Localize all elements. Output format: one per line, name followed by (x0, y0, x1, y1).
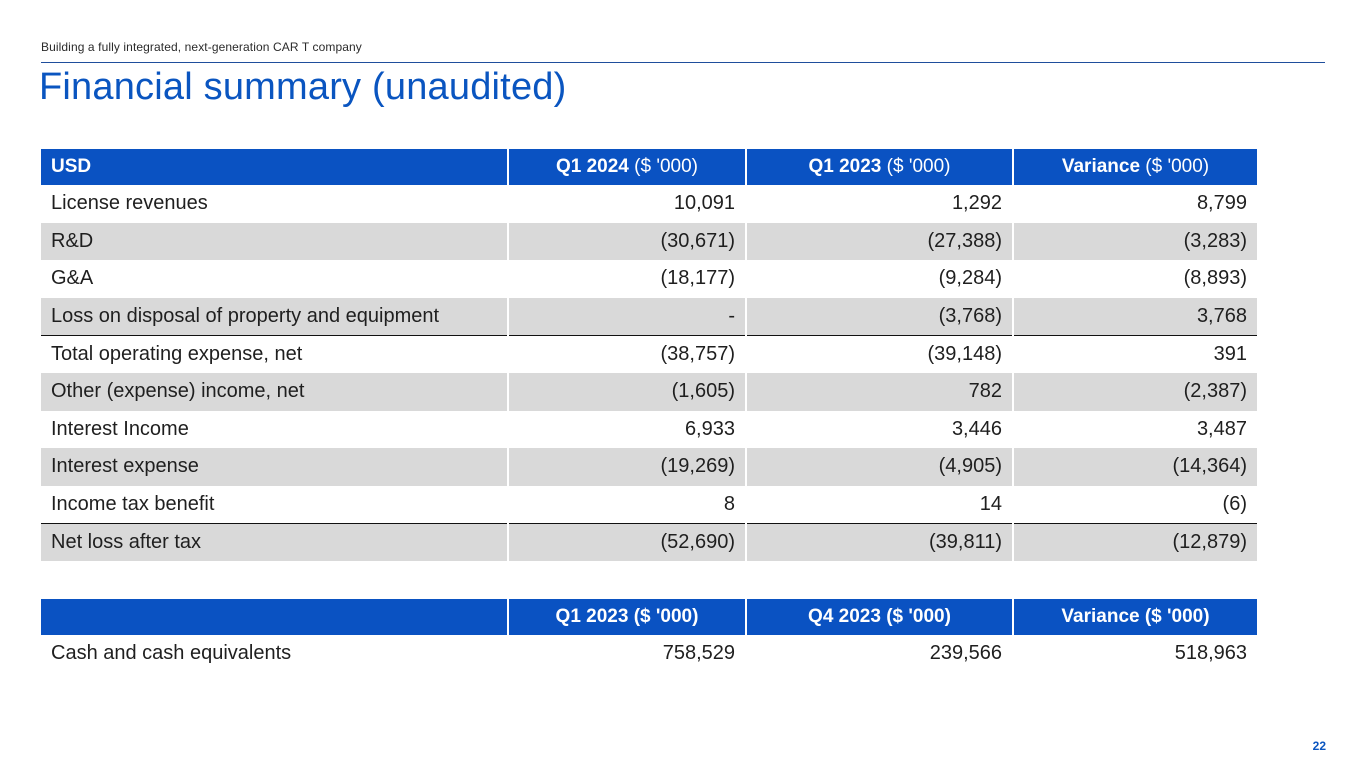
row-label: Other (expense) income, net (41, 372, 508, 411)
cell-q1-2024: (18,177) (507, 260, 746, 298)
column-header-variance: Variance ($ '000) (1012, 599, 1257, 635)
row-label: Income tax benefit (51, 492, 215, 515)
cell-q1-2024: 6,933 (507, 410, 746, 449)
table-row-interest-expense: Interest expense (19,269) (4,905) (14,36… (41, 448, 1257, 486)
table-row-net-loss: Net loss after tax (52,690) (39,811) (12… (41, 522, 1257, 561)
column-header-label: Q1 2023 (808, 156, 882, 177)
row-label: Cash and cash equivalents (51, 642, 292, 665)
cash-summary-table: Q1 2023 ($ '000) Q4 2023 ($ '000) Varian… (41, 599, 1257, 673)
row-label: License revenues (51, 192, 208, 215)
row-label: R&D (41, 222, 508, 261)
table-row-interest-income: Interest Income 6,933 3,446 3,487 (41, 410, 1257, 449)
table-row-rd: R&D (30,671) (27,388) (3,283) (41, 222, 1257, 261)
page-title: Financial summary (unaudited) (39, 66, 567, 108)
cell-variance: (3,283) (1012, 222, 1257, 261)
row-label: Net loss after tax (41, 522, 508, 561)
cell-q1-2023: (39,148) (745, 334, 1013, 373)
page-number: 22 (1312, 739, 1326, 753)
cell-q1-2023: (4,905) (745, 448, 1013, 486)
table-row-license-revenues: License revenues 10,091 1,292 8,799 (41, 185, 1257, 223)
column-header-q4-2023: Q4 2023 ($ '000) (745, 599, 1013, 635)
cell-q1-2023: (9,284) (745, 260, 1013, 298)
cell-variance: (8,893) (1012, 260, 1257, 298)
table-row-total-operating-expense: Total operating expense, net (38,757) (3… (41, 334, 1257, 373)
cell-q1-2024: (1,605) (507, 372, 746, 411)
cell-q1-2023: (27,388) (745, 222, 1013, 261)
cell-variance: (14,364) (1012, 448, 1257, 486)
cell-variance: 391 (1012, 334, 1257, 373)
cell-q4-2023: 239,566 (745, 635, 1013, 673)
cell-q1-2023: 782 (745, 372, 1013, 411)
table-row-income-tax-benefit: Income tax benefit 8 14 (6) (41, 485, 1257, 524)
cell-q1-2024: (30,671) (507, 222, 746, 261)
cell-q1-2023: 758,529 (507, 635, 746, 673)
cell-variance: 518,963 (1012, 635, 1257, 673)
row-label: Interest Income (51, 417, 189, 440)
table-header-row: Q1 2023 ($ '000) Q4 2023 ($ '000) Varian… (41, 599, 1257, 635)
column-header-usd: USD (41, 149, 508, 185)
table-row-ga: G&A (18,177) (9,284) (8,893) (41, 260, 1257, 298)
row-label: Loss on disposal of property and equipme… (41, 297, 508, 336)
cell-q1-2024: 10,091 (507, 185, 746, 223)
cell-q1-2023: (39,811) (745, 522, 1013, 561)
column-header-unit: ($ '000) (881, 156, 951, 177)
column-header-label: Variance (1061, 156, 1141, 177)
column-header-q1-2024: Q1 2024 ($ '000) (507, 149, 746, 185)
column-header-q1-2023: Q1 2023 ($ '000) (745, 149, 1013, 185)
column-header-q1-2023: Q1 2023 ($ '000) (507, 599, 746, 635)
cell-variance: 3,768 (1012, 297, 1257, 336)
column-header-variance: Variance ($ '000) (1012, 149, 1257, 185)
column-header-label: USD (51, 156, 92, 177)
cell-q1-2023: 1,292 (745, 185, 1013, 223)
cell-variance: 8,799 (1012, 185, 1257, 223)
cell-q1-2024: 8 (507, 485, 746, 524)
row-label: Total operating expense, net (41, 334, 508, 373)
table-row-loss-on-disposal: Loss on disposal of property and equipme… (41, 297, 1257, 336)
column-header-blank (41, 599, 508, 635)
cell-q1-2023: 14 (745, 485, 1013, 524)
column-header-unit: ($ '000) (628, 156, 698, 177)
table-header-row: USD Q1 2024 ($ '000) Q1 2023 ($ '000) Va… (41, 149, 1257, 185)
cell-q1-2024: - (507, 297, 746, 336)
slide-caption: Building a fully integrated, next-genera… (41, 40, 362, 54)
cell-variance: 3,487 (1012, 410, 1257, 449)
column-header-label: Q1 2024 (555, 156, 629, 177)
cell-q1-2024: (38,757) (507, 334, 746, 373)
cell-q1-2024: (52,690) (507, 522, 746, 561)
table-row-other-income: Other (expense) income, net (1,605) 782 … (41, 372, 1257, 411)
table-row-cash: Cash and cash equivalents 758,529 239,56… (41, 635, 1257, 673)
financial-summary-table: USD Q1 2024 ($ '000) Q1 2023 ($ '000) Va… (41, 149, 1257, 561)
cell-q1-2024: (19,269) (507, 448, 746, 486)
cell-variance: (12,879) (1012, 522, 1257, 561)
row-label: Interest expense (41, 448, 508, 486)
cell-q1-2023: 3,446 (745, 410, 1013, 449)
cell-variance: (6) (1012, 485, 1257, 524)
cell-variance: (2,387) (1012, 372, 1257, 411)
header-divider (41, 62, 1325, 63)
column-header-unit: ($ '000) (1140, 156, 1210, 177)
cell-q1-2023: (3,768) (745, 297, 1013, 336)
row-label: G&A (51, 267, 94, 290)
